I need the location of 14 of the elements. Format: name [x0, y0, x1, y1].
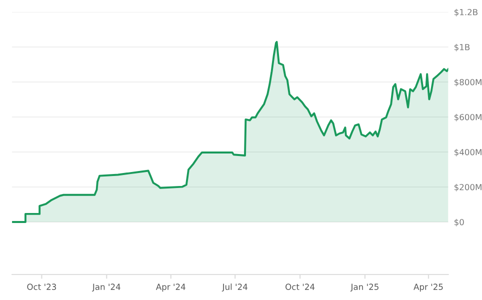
x-tick-label: Jan '25 — [350, 284, 378, 292]
x-tick-label: Apr '25 — [414, 284, 443, 292]
x-tick-label: Jul '24 — [222, 284, 248, 292]
x-tick-label: Apr '24 — [156, 284, 186, 292]
y-tick-label: $200M — [454, 184, 482, 192]
y-tick-label: $1B — [454, 44, 470, 52]
x-tick-label: Oct '24 — [286, 284, 315, 290]
x-tick-label: Jan '24 — [92, 284, 120, 292]
y-tick-label: $0 — [454, 218, 464, 226]
y-tick-label: $1.2B — [454, 8, 478, 16]
y-tick-label: $800M — [454, 78, 482, 86]
y-tick-label: $400M — [454, 148, 482, 156]
y-tick-label: $600M — [454, 114, 482, 122]
x-tick-label: Oct '23 — [27, 284, 56, 290]
